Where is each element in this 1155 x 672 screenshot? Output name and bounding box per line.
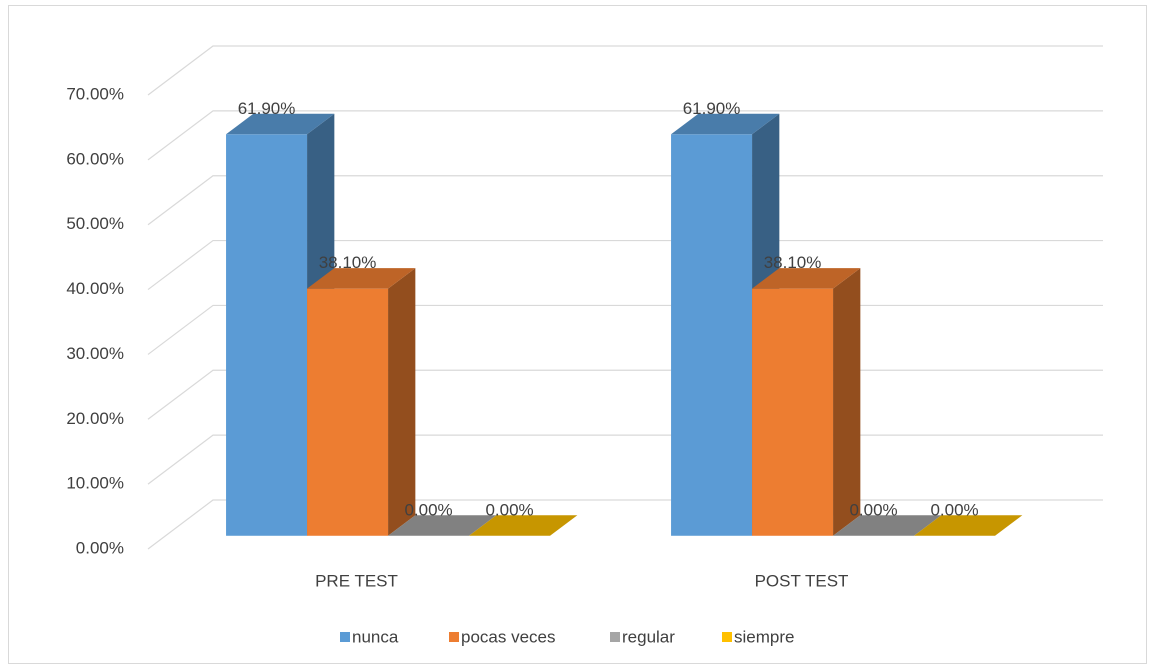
bar-top: [914, 515, 1023, 536]
chart-border: [8, 5, 1147, 664]
y-tick-label: 50.00%: [66, 214, 124, 233]
legend-swatch: [449, 632, 459, 642]
bar-side: [833, 268, 861, 536]
legend-label: regular: [622, 627, 675, 646]
y-tick-label: 30.00%: [66, 344, 124, 363]
data-label: 0.00%: [485, 500, 533, 519]
bar: [752, 288, 834, 536]
bar-top: [226, 113, 335, 135]
data-label: 38.10%: [319, 253, 377, 272]
legend-label: pocas veces: [461, 627, 556, 646]
bar-top: [388, 515, 497, 536]
bar: [307, 288, 389, 536]
legend-swatch: [610, 632, 620, 642]
x-tick-label: PRE TEST: [315, 571, 398, 590]
bar-top: [307, 268, 416, 289]
bar-top: [752, 268, 861, 289]
y-tick-label: 0.00%: [76, 538, 124, 557]
bar-top: [833, 515, 942, 536]
data-label: 38.10%: [764, 253, 822, 272]
bar: [671, 134, 753, 536]
x-tick-label: POST TEST: [755, 571, 849, 590]
legend-swatch: [340, 632, 350, 642]
grid-line: [147, 45, 1103, 96]
legend-swatch: [722, 632, 732, 642]
y-tick-label: 10.00%: [66, 474, 124, 493]
grid-line: [147, 239, 1103, 291]
bar: [226, 134, 308, 536]
legend-label: nunca: [352, 627, 399, 646]
y-tick-label: 60.00%: [66, 149, 124, 168]
bar-top: [469, 515, 578, 536]
legend-label: siempre: [734, 627, 794, 646]
data-label: 0.00%: [404, 500, 452, 519]
bar-side: [388, 268, 416, 536]
grid-line: [147, 175, 1103, 226]
data-label: 61.90%: [238, 99, 296, 118]
y-tick-label: 40.00%: [66, 279, 124, 298]
data-label: 61.90%: [683, 99, 741, 118]
y-tick-label: 20.00%: [66, 409, 124, 428]
bar-top: [671, 113, 780, 135]
grid-line: [147, 110, 1103, 161]
data-label: 0.00%: [849, 500, 897, 519]
data-label: 0.00%: [930, 500, 978, 519]
y-tick-label: 70.00%: [66, 84, 124, 103]
